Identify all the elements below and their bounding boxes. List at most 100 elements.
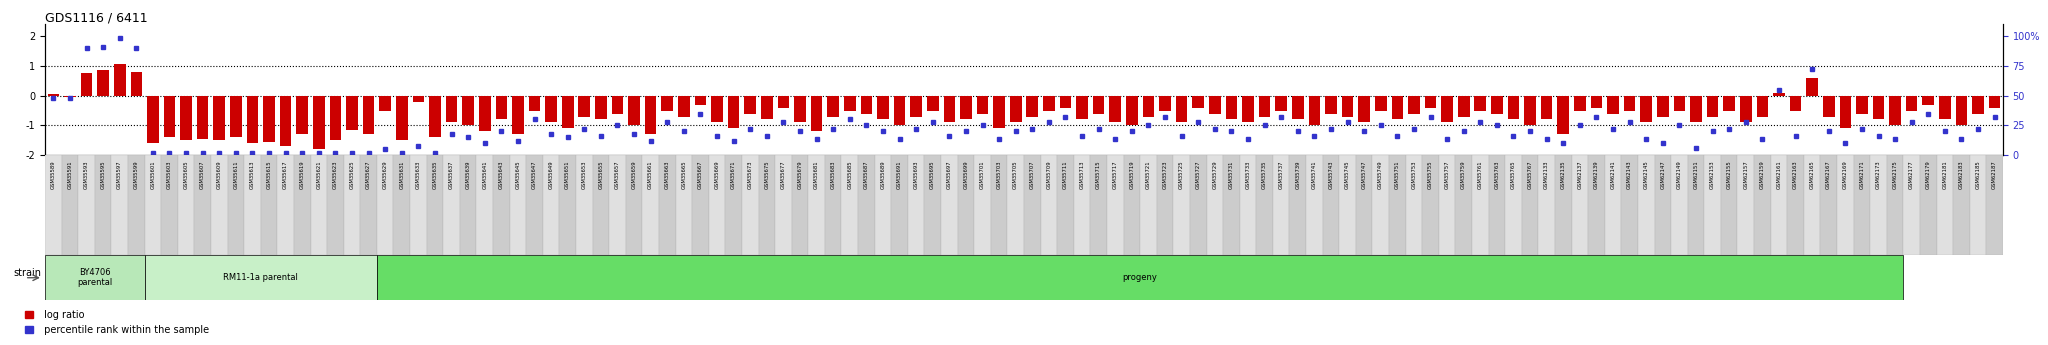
Bar bbox=[229, 96, 242, 137]
Text: GSM35719: GSM35719 bbox=[1128, 160, 1135, 189]
Bar bbox=[145, 255, 377, 300]
Bar bbox=[1970, 155, 1987, 255]
Bar bbox=[461, 155, 477, 255]
Text: GSM62177: GSM62177 bbox=[1909, 160, 1915, 189]
Bar bbox=[1575, 96, 1585, 110]
Bar bbox=[1358, 96, 1370, 122]
Bar bbox=[659, 155, 676, 255]
Text: GSM35631: GSM35631 bbox=[399, 160, 403, 189]
Bar bbox=[80, 73, 92, 96]
Bar bbox=[98, 70, 109, 96]
Bar bbox=[1772, 155, 1788, 255]
Bar bbox=[842, 155, 858, 255]
Text: GSM62147: GSM62147 bbox=[1661, 160, 1665, 189]
Text: GSM62159: GSM62159 bbox=[1759, 160, 1765, 189]
Bar bbox=[1571, 155, 1587, 255]
Bar bbox=[1010, 96, 1022, 122]
Text: GSM35705: GSM35705 bbox=[1014, 160, 1018, 189]
Bar bbox=[410, 155, 426, 255]
Bar bbox=[479, 96, 492, 131]
Bar bbox=[1223, 155, 1239, 255]
Bar bbox=[1890, 96, 1901, 126]
Bar bbox=[561, 96, 573, 128]
Bar bbox=[227, 155, 244, 255]
Bar bbox=[1688, 155, 1704, 255]
Text: GSM35655: GSM35655 bbox=[598, 160, 604, 189]
Text: GSM35607: GSM35607 bbox=[201, 160, 205, 189]
Bar bbox=[993, 96, 1006, 128]
Bar bbox=[1372, 155, 1389, 255]
Text: GDS1116 / 6411: GDS1116 / 6411 bbox=[45, 11, 147, 24]
Bar bbox=[1124, 155, 1141, 255]
Text: GSM35685: GSM35685 bbox=[848, 160, 852, 189]
Bar bbox=[213, 96, 225, 140]
Bar bbox=[1855, 96, 1868, 114]
Bar bbox=[131, 72, 141, 96]
Bar bbox=[692, 155, 709, 255]
Text: GSM35621: GSM35621 bbox=[315, 160, 322, 189]
Text: GSM35723: GSM35723 bbox=[1163, 160, 1167, 189]
Text: GSM35711: GSM35711 bbox=[1063, 160, 1067, 189]
Bar bbox=[1110, 96, 1120, 122]
Bar bbox=[743, 96, 756, 114]
Text: GSM62173: GSM62173 bbox=[1876, 160, 1880, 189]
Bar bbox=[115, 65, 125, 96]
Text: GSM35609: GSM35609 bbox=[217, 160, 221, 189]
Bar bbox=[543, 155, 559, 255]
Bar bbox=[412, 96, 424, 102]
Text: GSM35639: GSM35639 bbox=[465, 160, 471, 189]
Bar bbox=[1690, 96, 1702, 122]
Text: GSM62149: GSM62149 bbox=[1677, 160, 1681, 189]
Bar bbox=[1176, 96, 1188, 122]
Bar bbox=[1524, 96, 1536, 126]
Text: GSM35647: GSM35647 bbox=[532, 160, 537, 189]
Bar bbox=[1872, 96, 1884, 119]
Text: GSM62185: GSM62185 bbox=[1976, 160, 1980, 189]
Text: GSM35757: GSM35757 bbox=[1444, 160, 1450, 189]
Text: GSM35683: GSM35683 bbox=[831, 160, 836, 189]
Bar bbox=[1622, 155, 1638, 255]
Bar bbox=[958, 155, 975, 255]
Bar bbox=[578, 96, 590, 117]
Text: GSM35741: GSM35741 bbox=[1313, 160, 1317, 189]
Bar bbox=[264, 96, 274, 142]
Bar bbox=[1788, 155, 1804, 255]
Bar bbox=[1608, 96, 1618, 114]
Bar bbox=[762, 96, 772, 119]
Bar bbox=[1489, 155, 1505, 255]
Text: GSM35661: GSM35661 bbox=[647, 160, 653, 189]
Text: GSM35635: GSM35635 bbox=[432, 160, 438, 189]
Bar bbox=[328, 155, 344, 255]
Bar bbox=[178, 155, 195, 255]
Text: GSM35747: GSM35747 bbox=[1362, 160, 1366, 189]
Bar bbox=[393, 155, 410, 255]
Bar bbox=[1624, 96, 1636, 110]
Bar bbox=[1255, 155, 1274, 255]
Text: GSM35627: GSM35627 bbox=[367, 160, 371, 189]
Text: GSM35717: GSM35717 bbox=[1112, 160, 1118, 189]
Bar bbox=[510, 155, 526, 255]
Bar bbox=[1821, 155, 1837, 255]
Text: GSM35681: GSM35681 bbox=[815, 160, 819, 189]
Bar bbox=[1307, 155, 1323, 255]
Bar bbox=[311, 155, 328, 255]
Bar bbox=[1260, 96, 1270, 117]
Text: GSM35625: GSM35625 bbox=[350, 160, 354, 189]
Bar bbox=[774, 155, 793, 255]
Text: GSM35653: GSM35653 bbox=[582, 160, 588, 189]
Text: GSM35699: GSM35699 bbox=[963, 160, 969, 189]
Bar bbox=[877, 96, 889, 119]
Bar bbox=[678, 96, 690, 117]
Bar bbox=[1059, 96, 1071, 108]
Bar bbox=[795, 96, 805, 122]
Bar bbox=[645, 96, 657, 135]
Text: GSM35677: GSM35677 bbox=[780, 160, 786, 189]
Bar bbox=[1174, 155, 1190, 255]
Bar bbox=[377, 155, 393, 255]
Bar bbox=[1339, 155, 1356, 255]
Bar bbox=[725, 155, 741, 255]
Text: progeny: progeny bbox=[1122, 273, 1157, 282]
Text: GSM62157: GSM62157 bbox=[1743, 160, 1749, 189]
Text: GSM35759: GSM35759 bbox=[1460, 160, 1466, 189]
Text: GSM35601: GSM35601 bbox=[150, 160, 156, 189]
